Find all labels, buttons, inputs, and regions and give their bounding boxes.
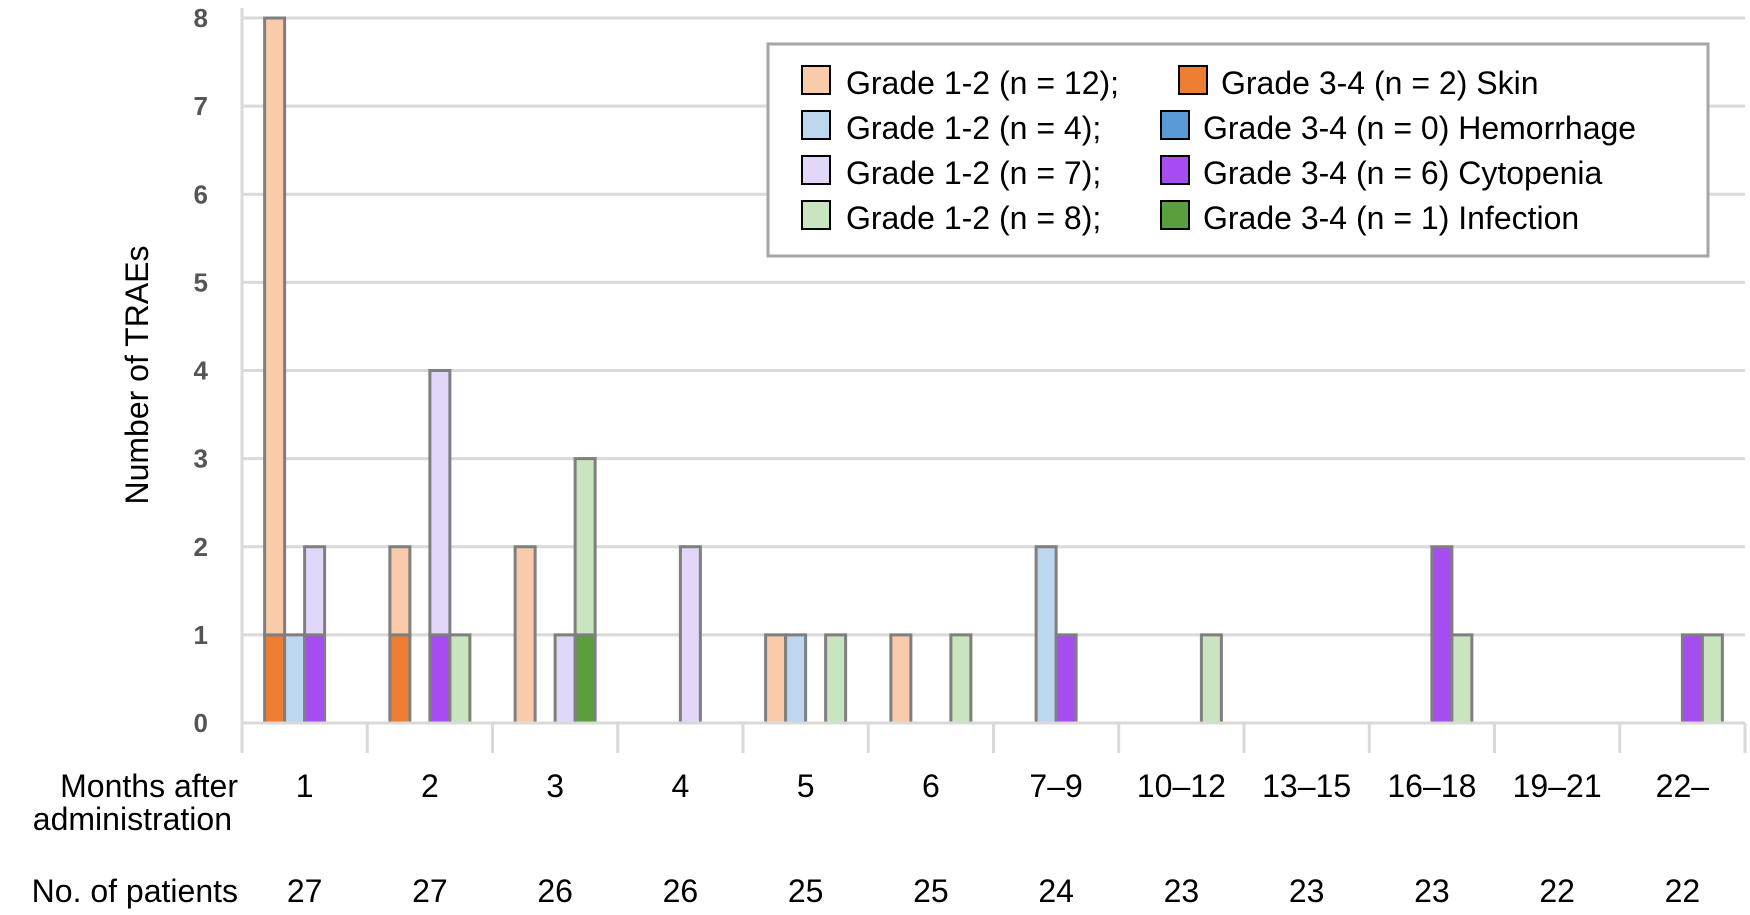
bar-infection-grade12-m12	[1700, 633, 1724, 725]
y-tick-1: 1	[194, 620, 208, 650]
bar-skin-grade34-m1	[263, 633, 287, 725]
legend-cytopenia-grade34-label: Grade 3-4 (n = 6) Cytopenia	[1203, 155, 1603, 191]
bar-infection-grade34-m3	[573, 633, 597, 725]
legend-infection-grade12-label: Grade 1-2 (n = 8);	[846, 200, 1101, 236]
y-axis: 0 1 2 3 4 5 6 7 8	[194, 3, 244, 738]
y-tick-2: 2	[194, 532, 208, 562]
patient-count-4: 26	[663, 873, 699, 909]
y-axis-title: Number of TRAEs	[119, 245, 155, 504]
bar-cytopenia-grade12-m4	[678, 545, 702, 725]
patient-count-6: 25	[913, 873, 949, 909]
y-tick-7: 7	[194, 91, 208, 121]
bar-infection-grade12-m6	[949, 633, 973, 725]
x-tick-label-1: 1	[296, 768, 314, 804]
bar-skin-grade12-m5	[764, 633, 788, 725]
bar-cytopenia-grade34-m10	[1430, 545, 1454, 725]
bar-hemorrhage-grade12-m5	[784, 633, 808, 725]
x-tick-label-10: 16–18	[1387, 768, 1476, 804]
bar-cytopenia-grade12-m1	[303, 545, 327, 637]
patient-count-2: 27	[412, 873, 448, 909]
bar-skin-grade12-m3	[513, 545, 537, 725]
category-labels: 1 2 3 4 5 6 7–9 10–12 13–15 16–18 19–21 22–	[296, 768, 1710, 804]
bar-cytopenia-grade34-m1	[303, 633, 327, 725]
bar-skin-grade34-m2	[388, 633, 412, 725]
bar-cytopenia-grade34-m2	[428, 633, 452, 725]
legend-frame	[766, 42, 1710, 258]
patient-count-1: 27	[287, 873, 323, 909]
legend-hemorrhage-grade12-label: Grade 1-2 (n = 4);	[846, 110, 1101, 146]
y-tick-6: 6	[194, 179, 208, 209]
patient-count-8: 23	[1164, 873, 1200, 909]
bar-skin-grade12-m6	[889, 633, 913, 725]
patient-counts: 27 27 26 26 25 25 24 23 23 23 22 22	[287, 873, 1700, 909]
patient-count-11: 22	[1539, 873, 1575, 909]
legend-cytopenia-grade12-label: Grade 1-2 (n = 7);	[846, 155, 1101, 191]
x-tick-label-5: 5	[797, 768, 815, 804]
legend-swatch-cytopenia-grade34	[1160, 155, 1190, 185]
x-tick-label-8: 10–12	[1137, 768, 1226, 804]
bar-cytopenia-grade34-m7	[1054, 633, 1078, 725]
legend-swatch-skin-grade34	[1178, 65, 1208, 95]
x-tick-label-11: 19–21	[1513, 768, 1602, 804]
x-tick-label-7: 7–9	[1029, 768, 1082, 804]
x-tick-label-9: 13–15	[1262, 768, 1351, 804]
months-row-label-line2: administration	[33, 801, 232, 837]
y-tick-8: 8	[194, 3, 208, 33]
bar-skin-grade12-m2	[388, 545, 412, 637]
x-axis	[240, 721, 1747, 753]
bar-hemorrhage-grade12-m7	[1034, 545, 1058, 725]
x-tick-label-2: 2	[421, 768, 439, 804]
x-tick-label-6: 6	[922, 768, 940, 804]
y-tick-0: 0	[194, 708, 208, 738]
legend-swatch-infection-grade12	[801, 200, 831, 230]
bar-cytopenia-grade34-m12	[1680, 633, 1704, 725]
bar-infection-grade12-m8	[1199, 633, 1223, 725]
patient-count-5: 25	[788, 873, 824, 909]
bar-infection-grade12-m2	[448, 633, 472, 725]
bar-infection-grade12-m5	[824, 633, 848, 725]
legend-swatch-hemorrhage-grade12	[801, 110, 831, 140]
legend-hemorrhage-grade34-label: Grade 3-4 (n = 0) Hemorrhage	[1203, 110, 1636, 146]
bar-cytopenia-grade12-m2	[428, 369, 452, 637]
patient-count-9: 23	[1289, 873, 1325, 909]
patients-row-label: No. of patients	[32, 873, 238, 909]
legend-swatch-infection-grade34	[1160, 200, 1190, 230]
x-tick-label-4: 4	[671, 768, 689, 804]
bar-infection-grade12-m10	[1450, 633, 1474, 725]
months-row-label-line1: Months after	[60, 768, 238, 804]
legend-swatch-cytopenia-grade12	[801, 155, 831, 185]
legend: Grade 1-2 (n = 12); Grade 3-4 (n = 2) Ski…	[766, 42, 1710, 258]
bars	[263, 16, 1724, 725]
patient-count-12: 22	[1665, 873, 1701, 909]
bar-hemorrhage-grade12-m1	[283, 633, 307, 725]
legend-swatch-hemorrhage-grade34	[1160, 110, 1190, 140]
y-tick-4: 4	[194, 356, 209, 386]
bar-cytopenia-grade12-m3	[553, 633, 577, 725]
x-tick-label-3: 3	[546, 768, 564, 804]
bar-skin-grade12-m1	[263, 16, 287, 637]
patient-count-3: 26	[537, 873, 573, 909]
legend-skin-grade34-label: Grade 3-4 (n = 2) Skin	[1221, 65, 1538, 101]
legend-skin-grade12-label: Grade 1-2 (n = 12);	[846, 65, 1119, 101]
y-tick-5: 5	[194, 267, 208, 297]
x-tick-label-12: 22–	[1656, 768, 1710, 804]
patient-count-7: 24	[1038, 873, 1074, 909]
patient-count-10: 23	[1414, 873, 1450, 909]
legend-infection-grade34-label: Grade 3-4 (n = 1) Infection	[1203, 200, 1579, 236]
bar-infection-grade12-m3	[573, 457, 597, 637]
legend-swatch-skin-grade12	[801, 65, 831, 95]
y-tick-3: 3	[194, 444, 208, 474]
